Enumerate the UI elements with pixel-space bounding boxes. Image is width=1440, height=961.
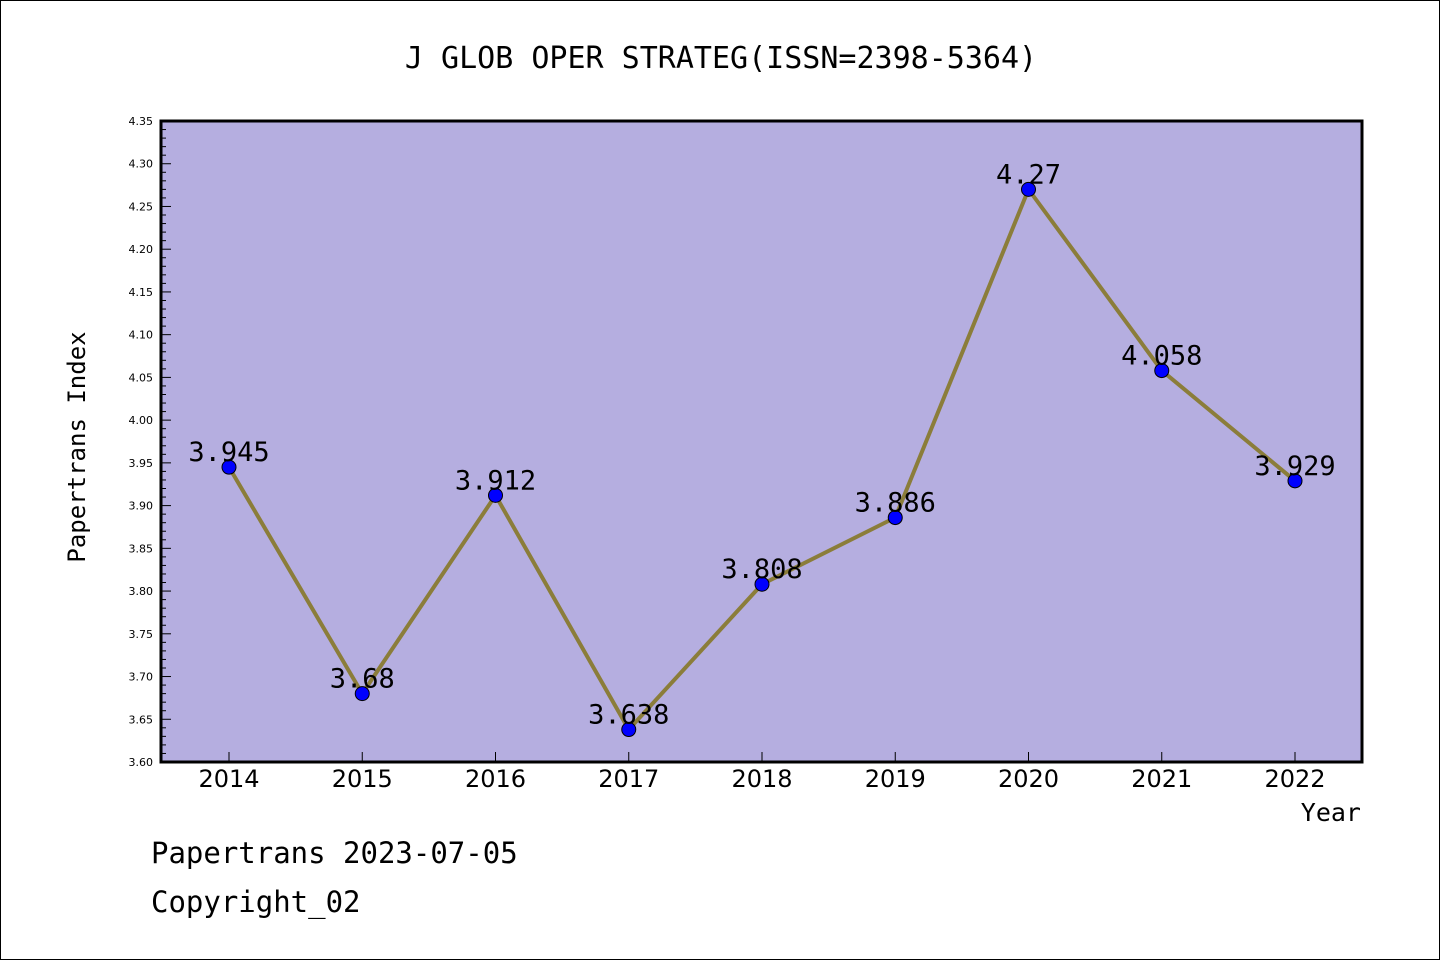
chart-title: J GLOB OPER STRATEG(ISSN=2398-5364)	[405, 41, 1037, 76]
footer-copyright: Copyright_02	[151, 885, 361, 919]
y-tick-label: 3.75	[129, 628, 154, 641]
y-tick-label: 3.85	[129, 542, 154, 555]
plot-area	[161, 121, 1362, 762]
data-label: 4.27	[996, 159, 1061, 190]
y-tick-label: 3.90	[129, 500, 154, 513]
data-point	[1021, 181, 1036, 197]
data-point	[1287, 473, 1303, 489]
y-tick-label: 3.65	[129, 713, 154, 726]
y-tick-label: 4.10	[129, 329, 154, 342]
data-label: 3.945	[188, 437, 269, 468]
x-tick-label: 2015	[332, 765, 393, 793]
y-tick-label: 4.05	[129, 371, 154, 384]
y-tick-label: 4.00	[129, 414, 154, 427]
data-label: 3.886	[855, 488, 936, 519]
x-tick-label: 2022	[1264, 765, 1325, 793]
data-point	[754, 576, 770, 592]
y-tick-label: 4.15	[129, 286, 154, 299]
data-point	[887, 510, 903, 526]
data-point	[621, 722, 637, 738]
data-label: 4.058	[1121, 341, 1202, 372]
data-point	[354, 686, 370, 702]
y-tick-label: 4.30	[129, 158, 154, 171]
data-point	[221, 459, 237, 475]
y-axis-label: Papertrans Index	[63, 331, 91, 562]
y-tick-label: 4.20	[129, 243, 154, 256]
y-tick-label: 4.35	[129, 115, 154, 128]
plot-border	[159, 119, 1364, 764]
x-tick-label: 2017	[598, 765, 659, 793]
x-axis-ticks: 2014 2015 2016 2017 2018 2019 2020 2021 2022	[198, 752, 1326, 793]
y-tick-label: 3.80	[129, 585, 154, 598]
x-tick-label: 2016	[465, 765, 526, 793]
data-label: 3.68	[330, 664, 395, 695]
x-tick-label: 2018	[731, 765, 792, 793]
data-point	[1154, 363, 1170, 379]
data-label: 3.912	[455, 465, 536, 496]
footer-date: Papertrans 2023-07-05	[151, 836, 518, 870]
x-tick-label: 2019	[865, 765, 926, 793]
y-tick-label: 3.60	[129, 756, 154, 769]
x-tick-label: 2014	[198, 765, 259, 793]
y-tick-label: 3.95	[129, 457, 154, 470]
data-label: 3.808	[721, 554, 802, 585]
series-markers	[221, 181, 1303, 738]
data-labels: 3.945 3.68 3.912 3.638 3.808 3.886 4.27 4.058 3.…	[188, 159, 1335, 730]
data-label: 3.929	[1254, 451, 1335, 482]
y-tick-label: 3.70	[129, 671, 154, 684]
data-label: 3.638	[588, 700, 669, 731]
y-axis-ticks: 3.60 3.65 3.70 3.75 3.80 3.85 3.90 3.95 4.00 4.05…	[129, 115, 171, 769]
data-point	[488, 487, 503, 503]
x-axis-label: Year	[1301, 798, 1361, 827]
x-tick-label: 2021	[1131, 765, 1192, 793]
x-tick-label: 2020	[998, 765, 1059, 793]
y-tick-label: 4.25	[129, 200, 154, 213]
